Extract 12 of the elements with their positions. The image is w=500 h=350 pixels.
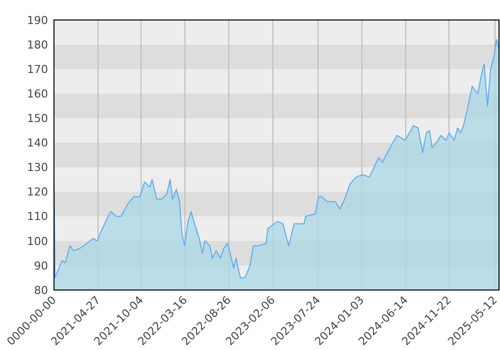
y-tick-label: 90: [34, 259, 48, 272]
y-tick-label: 190: [27, 14, 48, 27]
y-tick-label: 140: [27, 136, 48, 150]
y-tick-label: 100: [27, 234, 48, 248]
y-tick-label: 170: [27, 62, 48, 76]
y-tick-label: 180: [27, 38, 48, 52]
y-tick-label: 130: [27, 161, 48, 174]
y-tick-label: 150: [27, 112, 48, 126]
y-tick-label: 160: [27, 87, 48, 100]
y-tick-label: 110: [27, 210, 48, 224]
y-tick-label: 80: [34, 284, 48, 297]
y-tick-label: 120: [27, 186, 48, 199]
